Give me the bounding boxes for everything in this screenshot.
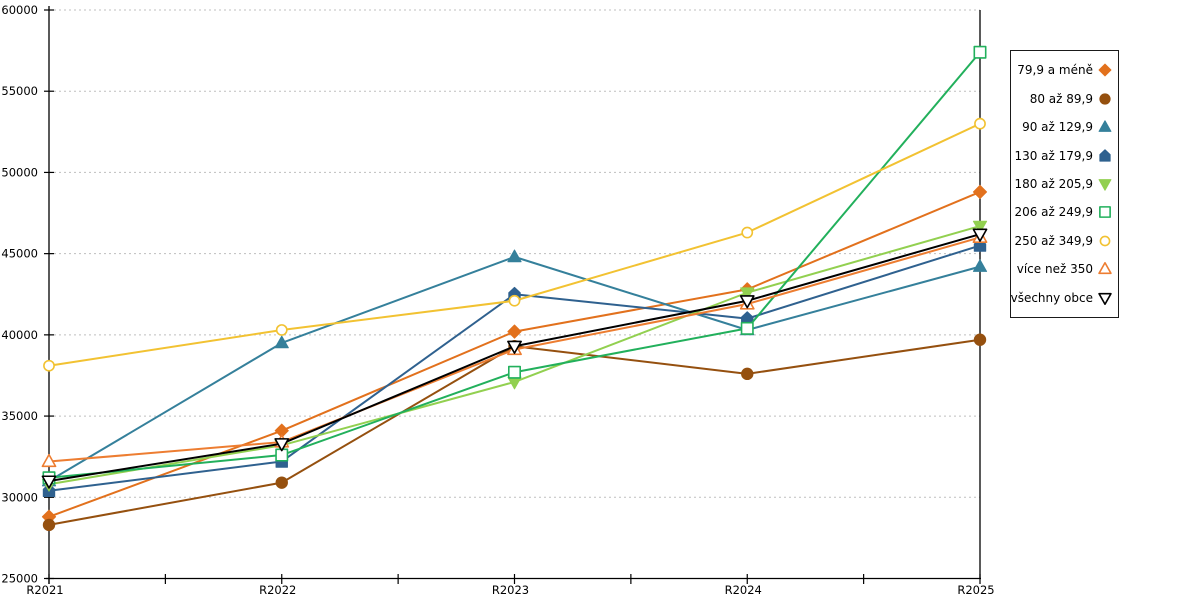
series-1 — [42, 333, 987, 532]
axes: 25000 30000 35000 40000 45000 50000 55000 60000… — [1, 3, 994, 597]
legend-marker-icon — [1099, 206, 1111, 219]
marker-square — [275, 448, 289, 462]
legend-item: 79,9 a méně — [1015, 62, 1113, 78]
legend-marker-icon — [1099, 93, 1111, 105]
series-line-8 — [48, 233, 981, 483]
y-axis-tick-label: 50000 — [1, 165, 38, 179]
legend-marker-icon — [1098, 63, 1112, 77]
legend-item: 90 až 129,9 — [1015, 119, 1113, 135]
y-axis-tick-label: 55000 — [1, 84, 38, 98]
legend-item: 250 až 349,9 — [1014, 233, 1113, 249]
marker-triangle-down — [972, 220, 988, 234]
legend-item: 180 až 205,9 — [1014, 176, 1113, 192]
x-axis-tick-label: R2025 — [957, 583, 994, 597]
marker-circle — [43, 359, 55, 372]
series-line-4 — [48, 225, 981, 486]
marker-square — [1099, 206, 1111, 219]
marker-triangle-down — [1098, 292, 1112, 305]
y-axis-tick-label: 40000 — [1, 328, 38, 342]
legend-item-label: 79,9 a méně — [1017, 63, 1093, 78]
marker-triangle-down — [507, 340, 522, 354]
marker-circle — [42, 518, 56, 532]
marker-diamond — [972, 184, 988, 200]
marker-triangle-up — [41, 453, 57, 468]
legend-item-label: 80 až 89,9 — [1029, 91, 1093, 106]
legend-marker-icon — [1098, 120, 1112, 132]
marker-square — [973, 45, 987, 59]
x-axis-tick-label: R2021 — [26, 583, 63, 597]
y-axis-tick-label: 45000 — [1, 247, 38, 261]
marker-diamond — [1098, 63, 1112, 77]
marker-triangle-down — [274, 438, 290, 452]
marker-triangle-down — [41, 475, 57, 489]
y-axis-tick-label: 30000 — [1, 490, 38, 504]
marker-circle — [275, 324, 288, 336]
legend-item: 80 až 89,9 — [1015, 91, 1113, 107]
y-axis-tick-label: 60000 — [1, 3, 38, 17]
x-axis-tick-label: R2024 — [725, 583, 762, 597]
marker-square — [740, 321, 754, 335]
marker-triangle-up — [1098, 262, 1112, 275]
marker-triangle-up — [1098, 120, 1112, 132]
legend-item: 206 až 249,9 — [1014, 204, 1113, 220]
x-axis-tick-label: R2023 — [492, 583, 529, 597]
series-8 — [41, 228, 988, 489]
marker-circle — [973, 333, 987, 346]
marker-triangle-down — [1098, 179, 1112, 191]
marker-triangle-down — [740, 287, 755, 301]
legend-marker-icon — [1099, 148, 1111, 162]
marker-circle — [741, 226, 754, 239]
marker-triangle-up — [972, 259, 988, 272]
marker-circle — [508, 294, 521, 307]
legend-item: více než 350 — [1015, 261, 1113, 277]
marker-circle — [1099, 235, 1111, 247]
legend-item-label: 90 až 129,9 — [1022, 120, 1093, 135]
legend-item-label: 180 až 205,9 — [1014, 176, 1093, 191]
marker-triangle-up — [507, 249, 522, 263]
legend-marker-icon — [1098, 292, 1112, 305]
x-axis-tick-label: R2022 — [259, 583, 296, 597]
marker-square — [508, 365, 521, 379]
legend: 79,9 a méně 80 až 89,9 90 až 129,9 130 až 1… — [1010, 50, 1119, 318]
legend-item-label: 130 až 179,9 — [1014, 148, 1093, 163]
marker-circle — [275, 476, 288, 489]
y-axis-tick-label: 35000 — [1, 409, 38, 423]
marker-pentagon — [1099, 148, 1111, 162]
legend-item: 130 až 179,9 — [1014, 148, 1113, 164]
series-6 — [43, 117, 986, 372]
legend-item: všechny obce — [1011, 290, 1113, 306]
marker-triangle-up — [274, 335, 289, 349]
legend-item-label: 206 až 249,9 — [1014, 205, 1093, 220]
marker-diamond — [507, 324, 522, 339]
legend-item-label: 250 až 349,9 — [1014, 233, 1093, 248]
marker-circle — [741, 367, 754, 381]
legend-marker-icon — [1099, 235, 1111, 247]
legend-marker-icon — [1098, 262, 1112, 275]
legend-item-label: všechny obce — [1010, 290, 1093, 305]
y-axis-tick-label: 25000 — [1, 572, 38, 586]
marker-circle — [974, 117, 986, 130]
legend-marker-icon — [1098, 179, 1112, 191]
marker-triangle-down — [739, 295, 755, 309]
marker-triangle-down — [972, 228, 988, 242]
legend-item-label: více než 350 — [1016, 262, 1093, 277]
marker-circle — [1099, 93, 1111, 105]
